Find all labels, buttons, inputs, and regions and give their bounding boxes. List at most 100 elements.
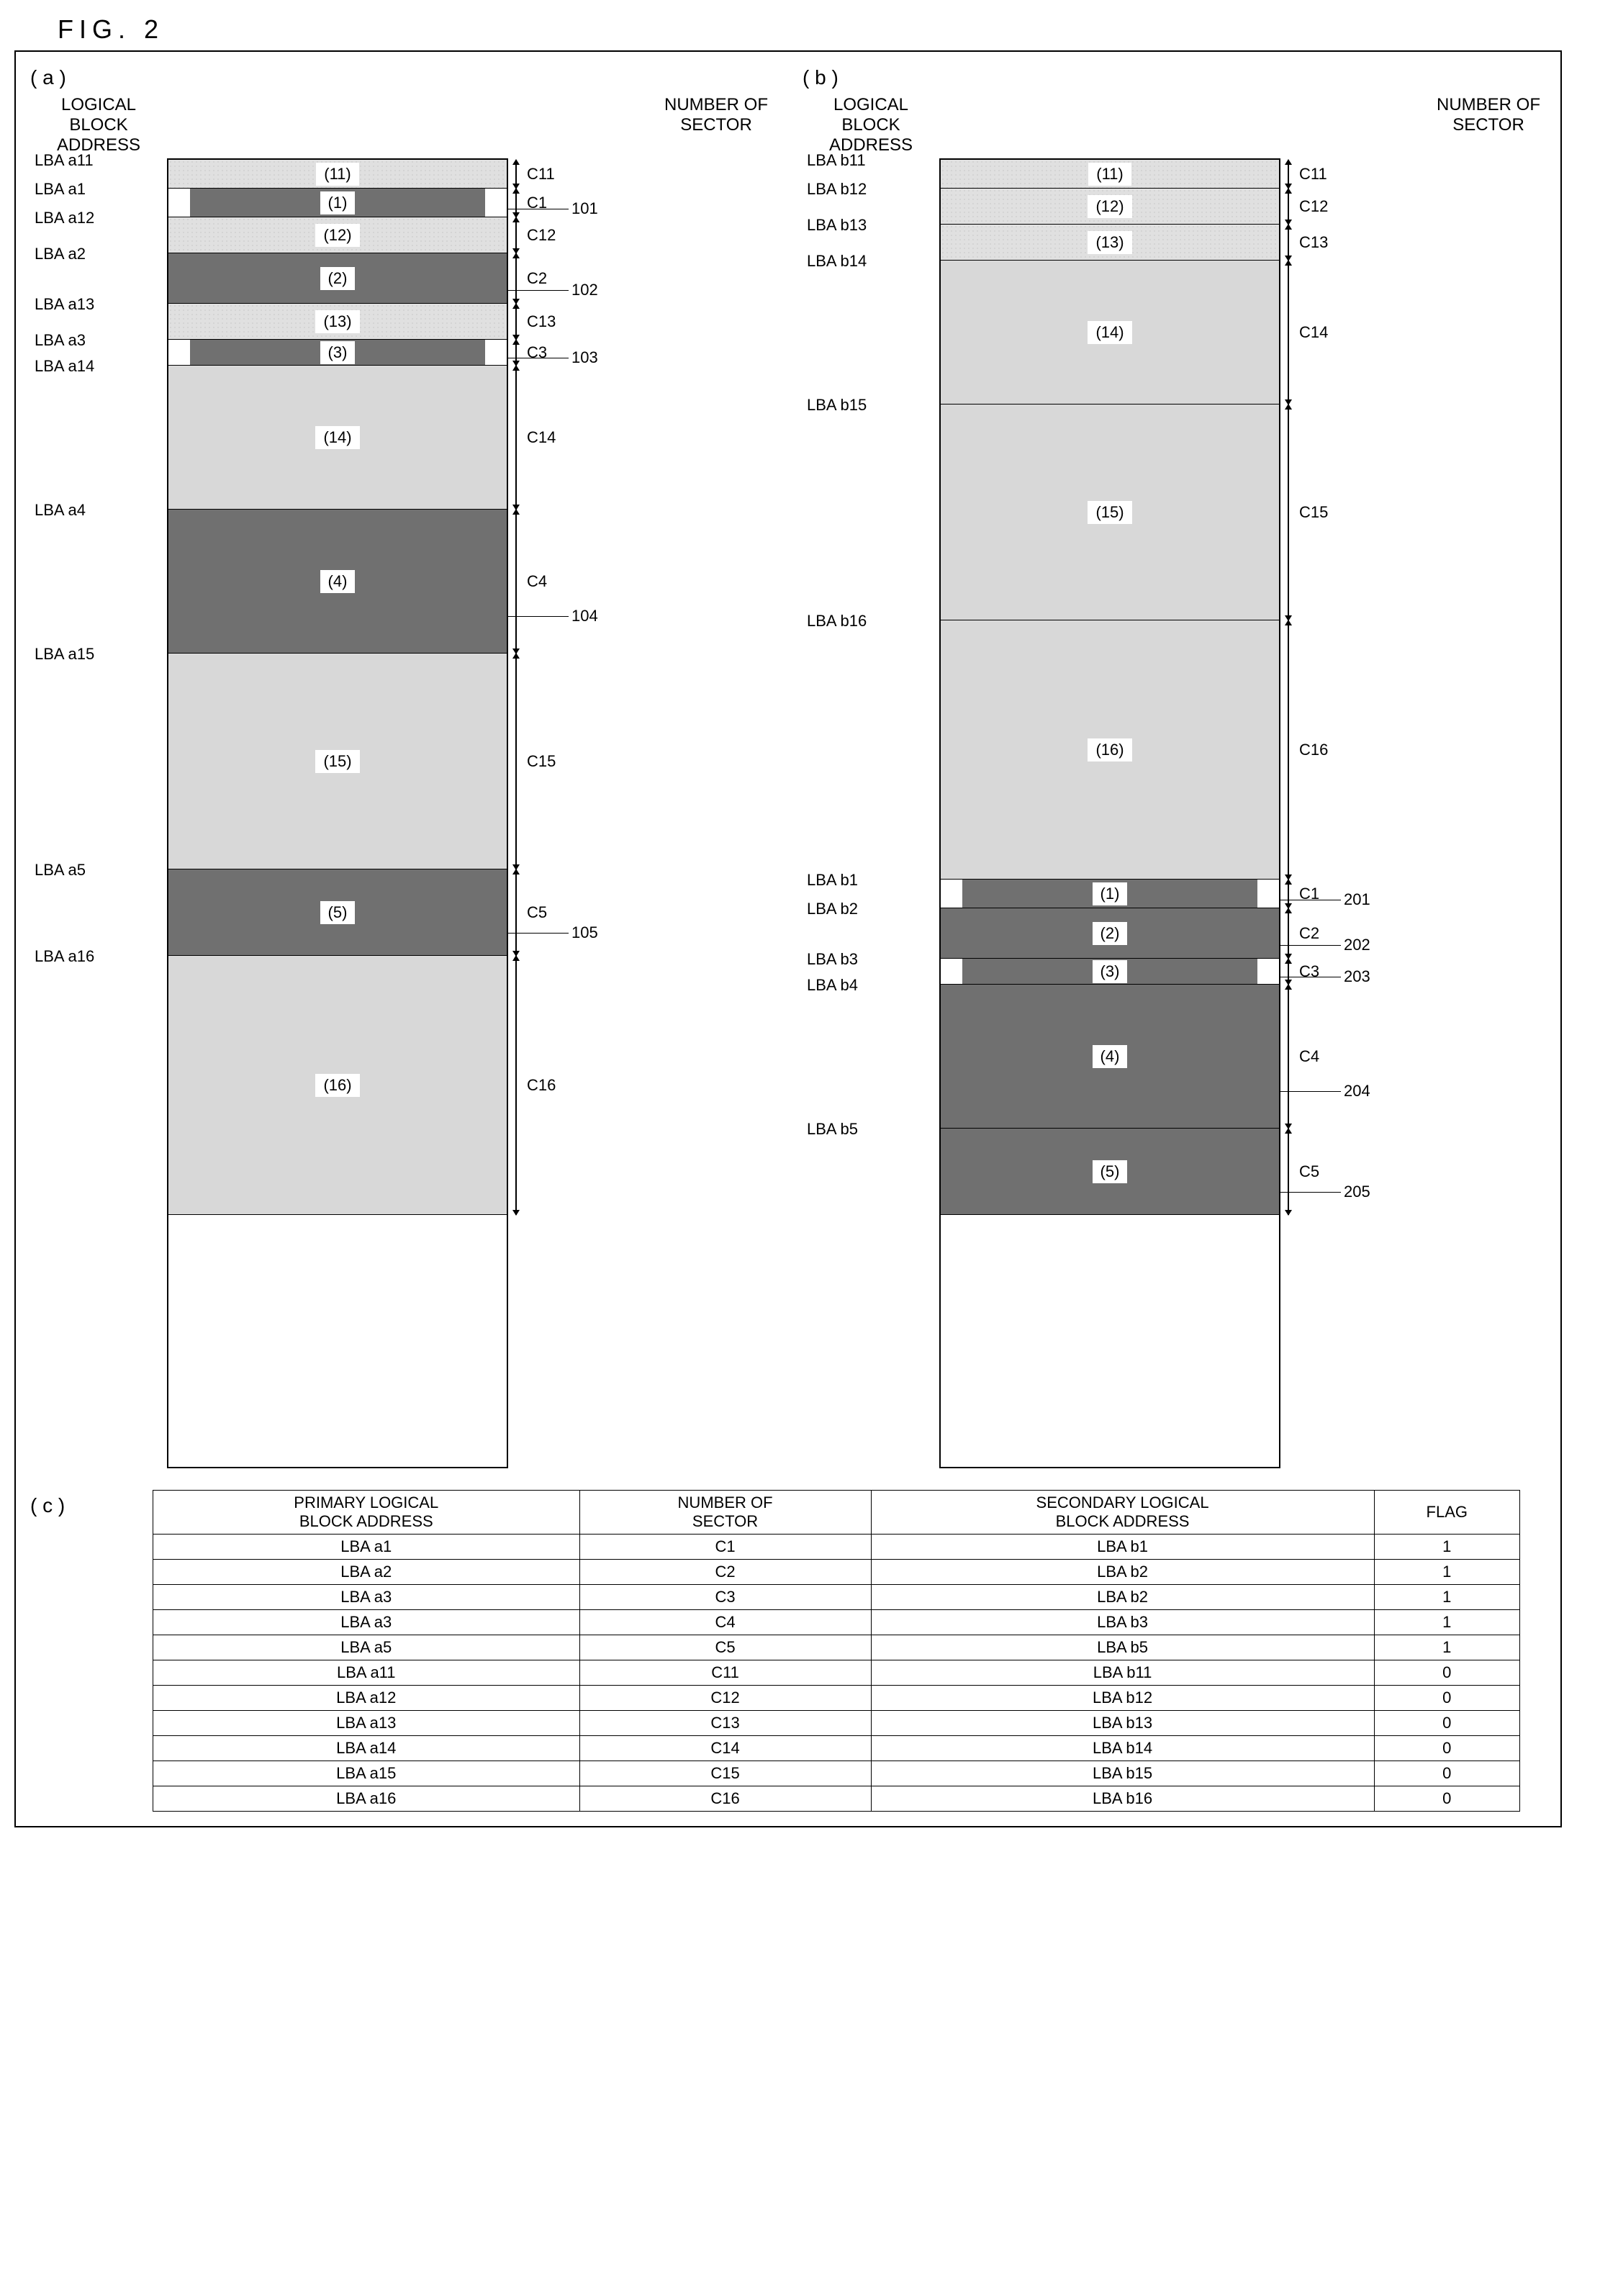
reference-number: 204 — [1279, 1082, 1370, 1100]
table-cell: 0 — [1374, 1761, 1520, 1786]
lba-label: LBA b11 — [807, 151, 941, 170]
reference-number: 201 — [1279, 890, 1370, 909]
lba-label: LBA a5 — [35, 861, 168, 880]
lba-label: LBA a16 — [35, 947, 168, 966]
reference-number: 104 — [507, 607, 598, 625]
sector-label: C16 — [507, 1076, 556, 1095]
table-cell: 0 — [1374, 1711, 1520, 1736]
block-row: (2)LBA b2C2202 — [941, 908, 1279, 959]
table-cell: C14 — [579, 1736, 871, 1761]
lba-label: LBA b14 — [807, 252, 941, 271]
block-row: (15)LBA b15C15 — [941, 404, 1279, 620]
table-cell: LBA a13 — [153, 1711, 580, 1736]
block-row: (15)LBA a15C15 — [168, 654, 507, 869]
block-display-label: (3) — [320, 341, 356, 364]
table-cell: C16 — [579, 1786, 871, 1812]
table-row: LBA a11C11LBA b110 — [153, 1660, 1520, 1686]
reference-number: 103 — [507, 348, 598, 367]
sector-label: C15 — [507, 752, 556, 771]
table-row: LBA a12C12LBA b120 — [153, 1686, 1520, 1711]
table-cell: LBA b3 — [871, 1610, 1374, 1635]
table-cell: 1 — [1374, 1610, 1520, 1635]
table-cell: C11 — [579, 1660, 871, 1686]
lba-label: LBA b3 — [807, 950, 941, 969]
lba-label: LBA b2 — [807, 900, 941, 918]
table-header: FLAG — [1374, 1491, 1520, 1535]
table-row: LBA a2C2LBA b21 — [153, 1560, 1520, 1585]
table-cell: 0 — [1374, 1660, 1520, 1686]
block-display-label: (5) — [320, 901, 356, 924]
block-display-label: (11) — [316, 163, 359, 186]
figure-title: FIG. 2 — [58, 14, 1604, 45]
table-cell: LBA b5 — [871, 1635, 1374, 1660]
lba-label: LBA b1 — [807, 871, 941, 890]
sector-label: C14 — [507, 428, 556, 447]
table-cell: 1 — [1374, 1635, 1520, 1660]
block-display-label: (11) — [1088, 163, 1131, 186]
lba-label: LBA b16 — [807, 612, 941, 631]
table-cell: LBA b1 — [871, 1535, 1374, 1560]
panel-b-headers: LOGICALBLOCK ADDRESS NUMBER OFSECTOR — [803, 95, 1546, 155]
panel-a-header-right: NUMBER OFSECTOR — [659, 95, 774, 155]
table-cell: LBA a11 — [153, 1660, 580, 1686]
block-row: (16)LBA b16C16 — [941, 620, 1279, 880]
block-row: (14)LBA b14C14 — [941, 261, 1279, 404]
sector-label: C13 — [1279, 233, 1328, 252]
table-cell: LBA a15 — [153, 1761, 580, 1786]
table-row: LBA a14C14LBA b140 — [153, 1736, 1520, 1761]
table-cell: LBA b2 — [871, 1560, 1374, 1585]
panel-a-headers: LOGICALBLOCK ADDRESS NUMBER OFSECTOR — [30, 95, 774, 155]
panel-b-stack: (11)LBA b11C11(12)LBA b12C12(13)LBA b13C… — [939, 158, 1280, 1468]
lba-label: LBA a12 — [35, 209, 168, 227]
table-row: LBA a15C15LBA b150 — [153, 1761, 1520, 1786]
table-cell: C12 — [579, 1686, 871, 1711]
block-display-label: (12) — [315, 224, 359, 247]
block-row: (1)LBA b1C1201 — [941, 880, 1279, 908]
panel-c-label: ( c ) — [30, 1490, 153, 1517]
mapping-table: PRIMARY LOGICALBLOCK ADDRESSNUMBER OFSEC… — [153, 1490, 1520, 1812]
sector-label: C12 — [1279, 197, 1328, 216]
block-display-label: (13) — [315, 310, 359, 333]
block-row: (12)LBA a12C12 — [168, 217, 507, 253]
table-cell: C2 — [579, 1560, 871, 1585]
table-row: LBA a3C3LBA b21 — [153, 1585, 1520, 1610]
block-row: (13)LBA b13C13 — [941, 225, 1279, 261]
panel-a: ( a ) LOGICALBLOCK ADDRESS NUMBER OFSECT… — [30, 66, 774, 1468]
empty-space — [941, 1215, 1279, 1467]
table-cell: C15 — [579, 1761, 871, 1786]
panel-b: ( b ) LOGICALBLOCK ADDRESS NUMBER OFSECT… — [803, 66, 1546, 1468]
panel-b-label: ( b ) — [803, 66, 1546, 89]
block-row: (4)LBA a4C4104 — [168, 510, 507, 654]
reference-number: 101 — [507, 199, 598, 218]
sector-label: C5 — [1279, 1162, 1319, 1181]
table-cell: LBA a3 — [153, 1610, 580, 1635]
table-cell: LBA b11 — [871, 1660, 1374, 1686]
block-display-label: (13) — [1088, 231, 1131, 254]
table-cell: LBA b16 — [871, 1786, 1374, 1812]
block-display-label: (3) — [1093, 960, 1128, 983]
table-cell: 0 — [1374, 1786, 1520, 1812]
sector-label: C14 — [1279, 323, 1328, 342]
panel-a-stack: (11)LBA a11C11(1)LBA a1C1101(12)LBA a12C… — [167, 158, 508, 1468]
lba-label: LBA a4 — [35, 501, 168, 520]
table-cell: LBA a5 — [153, 1635, 580, 1660]
sector-label: C13 — [507, 312, 556, 331]
table-cell: 1 — [1374, 1535, 1520, 1560]
table-cell: LBA a1 — [153, 1535, 580, 1560]
block-row: (12)LBA b12C12 — [941, 189, 1279, 225]
block-row: (16)LBA a16C16 — [168, 956, 507, 1215]
lba-label: LBA b13 — [807, 216, 941, 235]
sector-label: C16 — [1279, 741, 1328, 759]
table-cell: 0 — [1374, 1736, 1520, 1761]
lba-label: LBA b5 — [807, 1120, 941, 1139]
table-cell: LBA a16 — [153, 1786, 580, 1812]
block-row: (3)LBA b3C3203 — [941, 959, 1279, 985]
table-cell: LBA a14 — [153, 1736, 580, 1761]
block-display-label: (15) — [1088, 501, 1131, 524]
table-cell: LBA a2 — [153, 1560, 580, 1585]
reference-number: 105 — [507, 923, 598, 942]
table-row: LBA a5C5LBA b51 — [153, 1635, 1520, 1660]
block-display-label: (1) — [320, 191, 356, 214]
block-display-label: (5) — [1093, 1160, 1128, 1183]
table-cell: 1 — [1374, 1560, 1520, 1585]
